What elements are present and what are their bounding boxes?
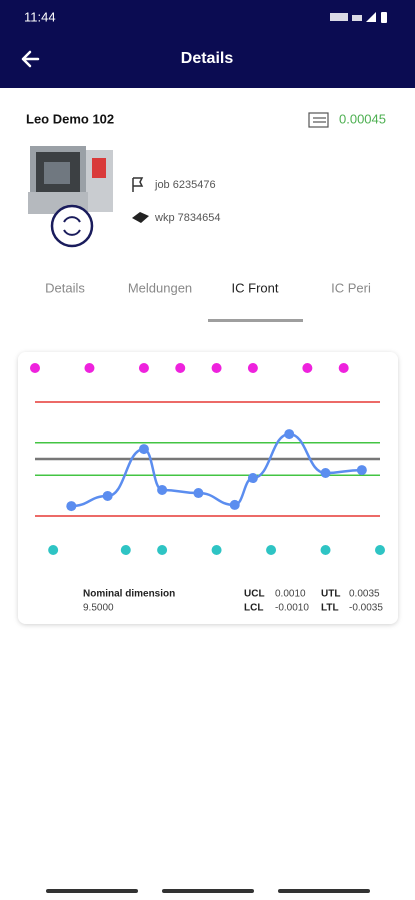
data-point: [157, 484, 168, 495]
data-point: [284, 429, 295, 440]
sync-icon: [63, 216, 81, 236]
data-point: [356, 465, 367, 476]
nav-bar: [46, 889, 370, 893]
sync-button[interactable]: [50, 204, 94, 248]
marker-dot: [266, 545, 277, 555]
data-line: [71, 432, 362, 508]
nominal-name: Nominal dimension: [83, 589, 175, 600]
counter-icon: [308, 112, 329, 128]
marker-dot: [302, 363, 313, 373]
marker-dot: [30, 363, 40, 373]
tab[interactable]: Meldungen: [128, 280, 192, 295]
machine-name: Leo Demo 102: [26, 111, 114, 126]
app-bar: [0, 0, 415, 88]
limit-value: -0.0035: [349, 603, 383, 614]
marker-dot: [338, 363, 349, 373]
marker-dot: [247, 363, 258, 373]
data-point: [320, 468, 331, 479]
limit-value: 0.0010: [275, 589, 306, 600]
marker-dot: [157, 545, 168, 555]
data-point: [102, 490, 113, 501]
tab[interactable]: Details: [45, 280, 85, 295]
job-icon: [132, 177, 144, 192]
tab[interactable]: IC Front: [232, 280, 279, 295]
limit-name: LCL: [244, 603, 263, 614]
marker-dot: [375, 545, 385, 555]
limit-value: 0.0035: [349, 589, 380, 600]
marker-dot: [320, 545, 331, 555]
marker-dot: [211, 363, 222, 373]
limit-name: UCL: [244, 589, 265, 600]
wkp-number: wkp 7834654: [154, 212, 220, 224]
page-title: Details: [181, 50, 234, 67]
back-button[interactable]: [21, 50, 40, 68]
marker-dot: [175, 363, 186, 373]
data-point: [193, 488, 204, 499]
nominal-value: 9.5000: [83, 603, 114, 614]
data-point: [138, 444, 149, 455]
status-time: 11:44: [24, 9, 56, 24]
marker-dot: [211, 545, 222, 555]
marker-dot: [138, 363, 149, 373]
marker-dot: [84, 363, 95, 373]
status-icons: [330, 12, 387, 23]
data-point: [229, 499, 240, 510]
limit-name: LTL: [321, 603, 339, 614]
marker-dot: [48, 545, 59, 555]
limit-value: -0.0010: [275, 603, 309, 614]
machine-image: [28, 146, 113, 214]
marker-dot: [120, 545, 131, 555]
tab[interactable]: IC Peri: [331, 280, 371, 295]
tab-indicator: [208, 319, 303, 322]
chart-card: [18, 352, 398, 624]
job-number: job 6235476: [154, 179, 216, 191]
data-point: [247, 473, 258, 484]
wkp-icon: [132, 212, 149, 223]
data-point: [66, 501, 77, 512]
limit-name: UTL: [321, 589, 340, 600]
machine-value: 0.00045: [339, 111, 386, 126]
